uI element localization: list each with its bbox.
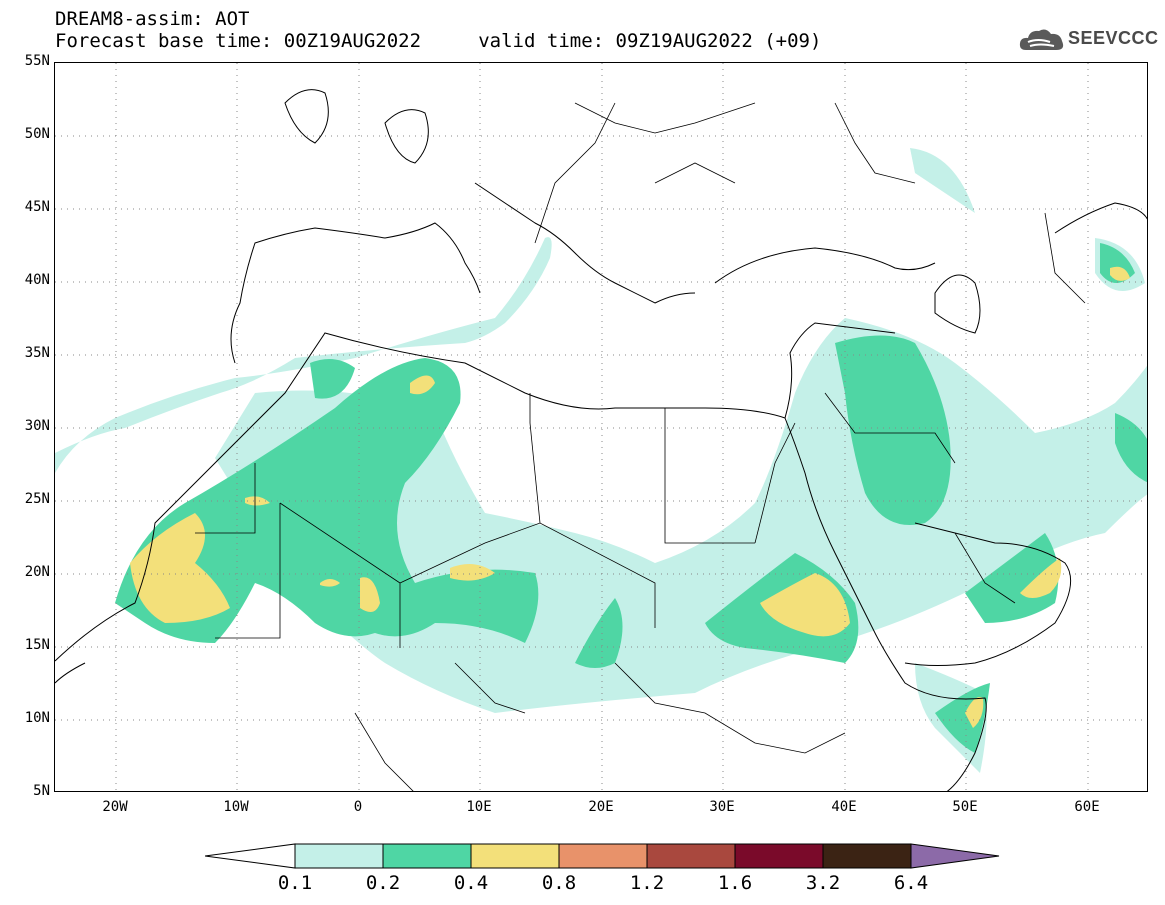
map-panel [54, 62, 1148, 792]
aot-band-high [130, 266, 1130, 728]
colorbar-low-arrow [204, 843, 296, 869]
colorbar-segment [734, 843, 824, 869]
colorbar-label: 1.2 [629, 872, 665, 894]
lon-tick-label: 20W [102, 799, 128, 815]
lon-tick-label: 10E [466, 799, 492, 815]
lon-tick-label: 50E [952, 799, 978, 815]
cloud-icon [1019, 29, 1064, 50]
aot-map [55, 63, 1147, 791]
lon-tick-label: 20E [588, 799, 614, 815]
colorbar-segment [646, 843, 736, 869]
lon-tick-label: 40E [831, 799, 857, 815]
colorbar-label: 0.8 [541, 872, 577, 894]
lon-tick-label: 0 [353, 799, 363, 815]
lat-tick-label: 5N [33, 783, 50, 799]
colorbar-label: 3.2 [805, 872, 841, 894]
borders [195, 102, 1086, 791]
colorbar [204, 842, 1000, 870]
lat-tick-label: 20N [24, 564, 50, 580]
colorbar-segment [294, 843, 384, 869]
lon-tick-label: 30E [709, 799, 735, 815]
colorbar-segment [822, 843, 912, 869]
lat-tick-label: 55N [24, 53, 50, 69]
lat-tick-label: 45N [24, 199, 50, 215]
colorbar-segment [470, 843, 560, 869]
lon-tick-label: 10W [223, 799, 249, 815]
lat-tick-label: 35N [24, 345, 50, 361]
lat-tick-label: 10N [24, 710, 50, 726]
colorbar-segment [558, 843, 648, 869]
colorbar-graphic [204, 843, 1000, 869]
graticule [55, 63, 1147, 791]
colorbar-label: 0.1 [277, 872, 313, 894]
colorbar-label: 0.2 [365, 872, 401, 894]
coastlines [55, 89, 1147, 791]
colorbar-high-arrow [910, 843, 1000, 869]
lat-tick-label: 25N [24, 491, 50, 507]
seevccc-logo: SEEVCCC [1018, 24, 1158, 56]
colorbar-label: 6.4 [893, 872, 929, 894]
lat-tick-label: 40N [24, 272, 50, 288]
lat-tick-label: 15N [24, 637, 50, 653]
lon-tick-label: 60E [1074, 799, 1100, 815]
lat-tick-label: 50N [24, 126, 50, 142]
colorbar-label: 1.6 [717, 872, 753, 894]
forecast-time-line: Forecast base time: 00Z19AUG2022 valid t… [55, 30, 822, 52]
colorbar-label: 0.4 [453, 872, 489, 894]
aot-band-light [55, 148, 1147, 773]
logo-text: SEEVCCC [1068, 28, 1159, 48]
lat-tick-label: 30N [24, 418, 50, 434]
colorbar-segment [382, 843, 472, 869]
map-title: DREAM8-assim: AOT [55, 8, 250, 30]
